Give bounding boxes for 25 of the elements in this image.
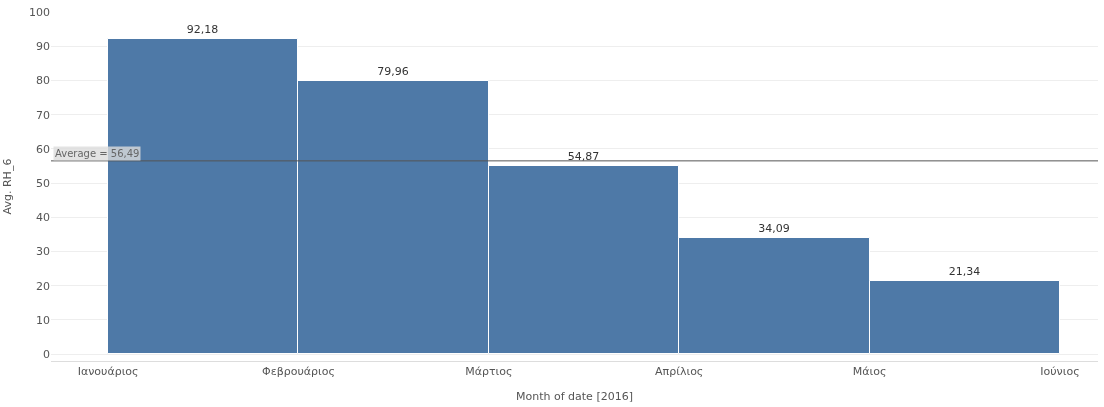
x-tick-label: Μάρτιος	[465, 365, 513, 379]
x-tick-label: Ιούνιος	[1040, 365, 1080, 379]
x-tick-label: Απρίλιος	[655, 365, 704, 379]
y-tick-label: 60	[36, 142, 50, 156]
x-tick-label: Ιανουάριος	[77, 365, 139, 379]
x-axis-title: Month of date [2016]	[516, 390, 633, 404]
y-tick-label: 40	[36, 211, 50, 225]
ref-line-label: Average = 56,49	[55, 148, 140, 159]
y-tick-label: 0	[43, 348, 50, 362]
y-tick-label: 10	[36, 313, 50, 327]
data-label: 54,87	[567, 149, 600, 163]
x-tick-label: Φεβρουάριος	[262, 365, 335, 379]
data-label: 34,09	[758, 221, 790, 235]
y-tick-label: 50	[36, 176, 50, 190]
y-axis-title: Avg. RH_6	[0, 158, 14, 215]
y-tick-label: 80	[36, 74, 50, 88]
y-tick-label: 90	[36, 40, 50, 54]
x-tick-label: Μάιος	[852, 365, 887, 379]
y-tick-label: 70	[36, 108, 50, 122]
y-tick-label: 20	[36, 279, 50, 293]
data-label: 21,34	[948, 264, 981, 278]
y-tick-label: 30	[36, 245, 50, 259]
data-label: 79,96	[377, 64, 409, 78]
y-tick-label: 100	[29, 5, 50, 19]
data-label: 92,18	[186, 22, 219, 36]
